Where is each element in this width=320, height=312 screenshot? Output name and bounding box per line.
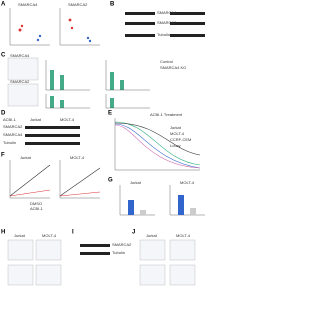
panel-label: SMARCA2: [112, 242, 132, 247]
panel-label: MOLT-4: [170, 131, 185, 136]
panel-label: SMARCA4: [10, 53, 30, 58]
panel-label: SMARCA4: [18, 2, 38, 7]
panel-label: SMARCA4: [3, 132, 23, 137]
panel-label: MOLT-4: [176, 233, 191, 238]
panel-label: Tubulin: [157, 32, 170, 37]
panel-label: Control: [160, 59, 173, 64]
panel-label: Jurkat: [130, 180, 142, 185]
panel-letter: B: [110, 2, 115, 8]
panel-label: ACBI-1: [3, 117, 17, 122]
panel-letter: A: [1, 2, 6, 8]
panel-letter: D: [1, 111, 6, 117]
panel-letter: F: [1, 153, 5, 159]
figure: A SMARCA4 SMARCA2 B SMARCA4 SMARCA2 Tubulin C SM…: [1, 2, 205, 286]
panel-label: Loucy: [170, 143, 181, 148]
panel-label: MOLT-4: [60, 117, 75, 122]
panel-label: SMARCA2: [157, 20, 177, 25]
panel-label: ACBI-1 Treatment: [150, 112, 183, 117]
panel-label: SMARCA4 KO: [160, 65, 186, 70]
panel-label: CCRF-CEM: [170, 137, 191, 142]
panel-label: Jurkat: [146, 233, 158, 238]
panel-label: MOLT-4: [42, 233, 57, 238]
panel-label: SMARCA2: [3, 124, 23, 129]
panel-label: Jurkat: [20, 155, 32, 160]
panel-letter: J: [132, 230, 135, 236]
panel-letter: E: [108, 111, 112, 117]
panel-label: MOLT-4: [70, 155, 85, 160]
panel-label: ACBI-1: [30, 206, 44, 211]
panel-label: Jurkat: [170, 125, 182, 130]
panel-label: Tubulin: [112, 250, 125, 255]
panel-label: SMARCA2: [10, 79, 30, 84]
panel-label: Jurkat: [14, 233, 26, 238]
panel-label: MOLT-4: [180, 180, 195, 185]
panel-letter: I: [72, 230, 74, 236]
shapes: [7, 8, 205, 286]
panel-label: DMSO: [30, 201, 42, 206]
panel-letter: H: [1, 230, 5, 236]
panel-label: SMARCA4: [157, 10, 177, 15]
panel-label: Tubulin: [3, 140, 16, 145]
panel-letter: C: [1, 53, 6, 59]
panel-label: Jurkat: [30, 117, 42, 122]
panel-letter: G: [108, 178, 113, 184]
panel-label: SMARCA2: [68, 2, 88, 7]
